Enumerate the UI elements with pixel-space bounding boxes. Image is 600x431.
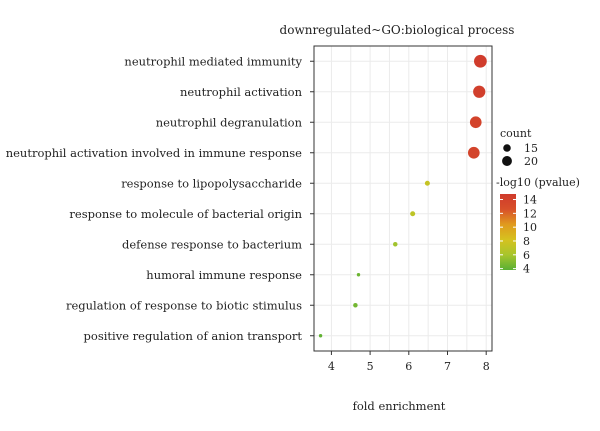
x-tick-label: 8 [483, 360, 490, 373]
chart-title: downregulated~GO:biological process [280, 23, 515, 37]
colorbar-tick-label: 8 [523, 235, 530, 248]
y-category-label: response to molecule of bacterial origin [69, 207, 302, 221]
colorbar-tick-label: 12 [523, 207, 537, 220]
plot-frame [313, 45, 493, 352]
y-category-label: regulation of response to biotic stimulu… [66, 298, 302, 312]
data-point [474, 54, 487, 68]
data-point [393, 242, 398, 247]
x-tick-label: 4 [328, 360, 335, 373]
y-category-label: response to lipopolysaccharide [121, 176, 302, 190]
colorbar [500, 194, 516, 270]
ticks-layer: 4 5 6 7 8 [310, 60, 490, 373]
y-category-label: humoral immune response [146, 268, 302, 282]
size-legend-title: count [500, 127, 532, 140]
colorbar-tick-label: 14 [523, 194, 537, 207]
x-tick-label: 6 [405, 360, 412, 373]
data-point [410, 211, 416, 217]
size-legend-label: 20 [524, 155, 538, 168]
points-layer [318, 54, 487, 338]
data-point [318, 334, 323, 338]
color-legend-title: -log10 (pvalue) [496, 176, 580, 189]
data-point [473, 85, 486, 98]
y-category-label: neutrophil mediated immunity [124, 54, 302, 68]
colorbar-tick-label: 4 [523, 263, 530, 276]
size-legend-key [503, 144, 511, 152]
size-legend-key [502, 156, 512, 166]
category-labels: neutrophil mediated immunity neutrophil a… [6, 54, 303, 343]
y-category-label: neutrophil activation involved in immune… [6, 146, 302, 160]
x-tick-label: 7 [444, 360, 451, 373]
data-point [353, 303, 358, 308]
data-point [469, 116, 482, 129]
x-axis-title: fold enrichment [353, 399, 446, 413]
colorbar-tick-label: 6 [523, 249, 530, 262]
y-category-label: neutrophil degranulation [156, 115, 303, 129]
y-category-label: defense response to bacterium [122, 237, 302, 251]
grid-layer [314, 46, 492, 351]
colorbar-tick-label: 10 [523, 221, 537, 234]
data-point [424, 180, 430, 186]
data-point [467, 146, 480, 159]
y-category-label: positive regulation of anion transport [84, 329, 303, 343]
size-legend-label: 15 [524, 142, 538, 155]
y-category-label: neutrophil activation [180, 85, 303, 99]
data-point [356, 273, 361, 277]
x-tick-label: 5 [367, 360, 374, 373]
